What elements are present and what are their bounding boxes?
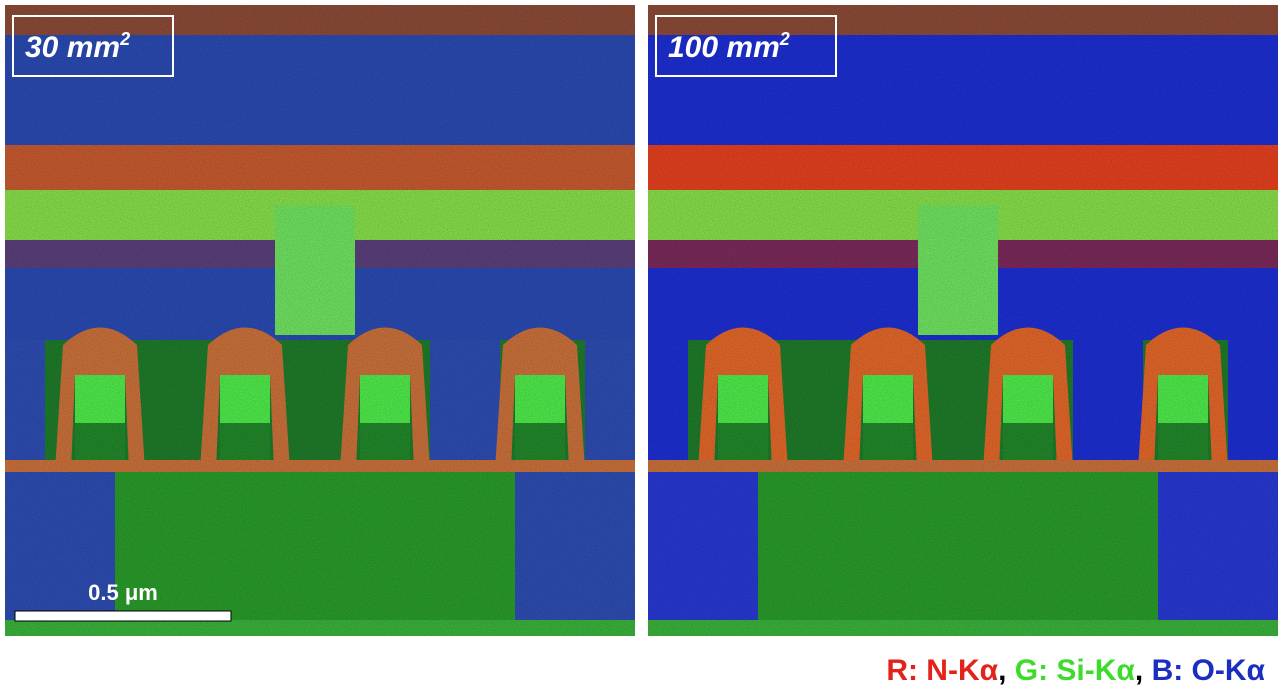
gate <box>718 375 768 423</box>
legend-item: R: N-Kα <box>886 654 998 687</box>
legend-separator: , <box>1135 654 1143 687</box>
legend: R: N-Kα, G: Si-Kα, B: O-Kα <box>886 654 1265 687</box>
label-text: 100 mm <box>668 31 780 64</box>
layer <box>1228 340 1278 460</box>
via-plug <box>275 205 355 335</box>
gate <box>1158 375 1208 423</box>
panel-label: 30 mm2 <box>25 29 130 64</box>
label-superscript: 2 <box>119 29 130 49</box>
gate <box>863 375 913 423</box>
gate <box>75 375 125 423</box>
scale-bar-label: 0.5 μm <box>88 580 158 605</box>
map-image <box>5 5 635 636</box>
legend-item: G: Si-Kα <box>1015 654 1136 687</box>
layer <box>430 340 500 460</box>
map-panel: 30 mm2 <box>5 5 635 636</box>
scale-bar <box>15 611 231 621</box>
layer <box>648 460 1278 472</box>
legend-separator: , <box>998 654 1006 687</box>
layer <box>1073 340 1143 460</box>
label-superscript: 2 <box>779 29 790 49</box>
layer <box>5 460 635 472</box>
map-image <box>648 5 1278 636</box>
layer <box>648 340 688 460</box>
layer <box>648 472 758 622</box>
layer <box>648 145 1278 195</box>
gate <box>360 375 410 423</box>
layer <box>515 472 635 622</box>
gate <box>1003 375 1053 423</box>
map-panel: 100 mm2 <box>648 5 1278 636</box>
layer <box>5 620 635 636</box>
page: 30 mm2100 mm20.5 μmR: N-Kα, G: Si-Kα, B:… <box>0 0 1278 691</box>
legend-item: B: O-Kα <box>1152 654 1266 687</box>
gate <box>220 375 270 423</box>
via-plug <box>918 205 998 335</box>
layer <box>5 340 45 460</box>
panel-label: 100 mm2 <box>668 29 790 64</box>
label-text: 30 mm <box>25 31 120 64</box>
layer <box>585 340 635 460</box>
layer <box>5 145 635 195</box>
figure: 30 mm2100 mm20.5 μmR: N-Kα, G: Si-Kα, B:… <box>0 0 1278 691</box>
layer <box>648 620 1278 636</box>
layer <box>1158 472 1278 622</box>
gate <box>515 375 565 423</box>
